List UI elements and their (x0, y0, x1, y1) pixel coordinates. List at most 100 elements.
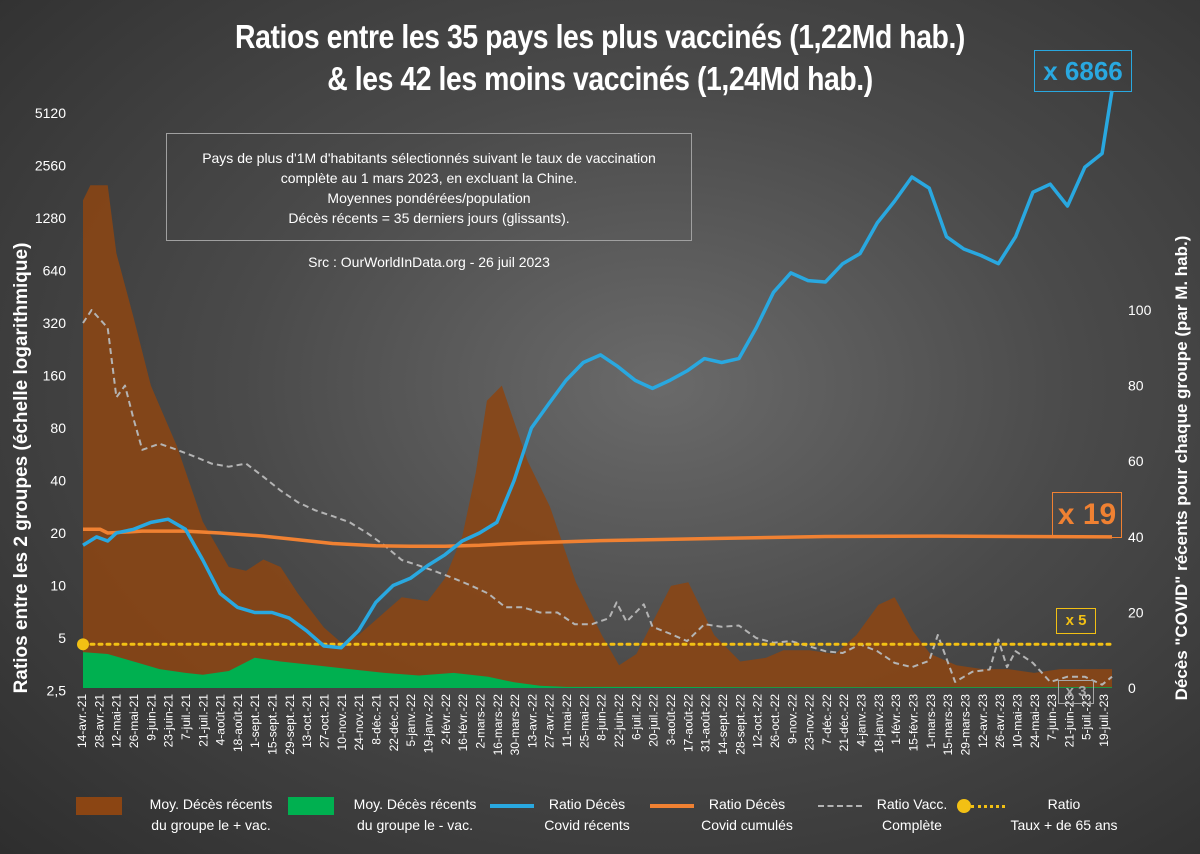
x-tick-label: 9-nov.-22 (785, 694, 799, 744)
note-line-1: Pays de plus d'1M d'habitants sélectionn… (202, 150, 656, 166)
y-tick-left-label: 80 (50, 420, 66, 436)
x-tick-label: 15-mars-23 (941, 694, 955, 756)
x-tick-label: 13-avr.-22 (525, 694, 539, 748)
x-tick-label: 21-juil.-21 (196, 694, 210, 747)
x-tick-label: 7-déc.-22 (820, 694, 834, 745)
y-tick-left-label: 1280 (35, 210, 66, 226)
x-tick-label: 8-déc.-21 (370, 694, 384, 745)
y-tick-right-label: 60 (1128, 453, 1144, 469)
legend-label-deaths-least-vacc-2: du groupe le - vac. (357, 817, 473, 833)
y-tick-left-label: 2,5 (47, 683, 67, 699)
legend-item-ratio-65: Ratio Taux + de 65 ans (955, 794, 1140, 836)
x-tick-label: 21-déc.-22 (837, 694, 851, 752)
line-ratio-cumul (83, 527, 1113, 548)
x-tick-label: 18-janv.-23 (872, 694, 886, 753)
x-tick-label: 12-avr.-23 (976, 694, 990, 748)
x-tick-label: 13-oct.-21 (300, 694, 314, 748)
x-tick-label: 26-avr.-23 (993, 694, 1007, 748)
y-tick-left-label: 5 (58, 630, 66, 646)
legend-label-ratio-cumul-1: Ratio Décès (708, 796, 786, 812)
x-tick-label: 24-nov.-21 (352, 694, 366, 751)
x-tick-label: 12-mai-21 (110, 694, 124, 748)
legend-item-ratio-cumul: Ratio Décès Covid cumulés (650, 794, 820, 836)
note-line-4: Décès récents = 35 derniers jours (gliss… (288, 210, 570, 226)
x-tick-label: 15-févr.-23 (907, 694, 921, 752)
y-tick-left-label: 160 (43, 368, 67, 384)
x-tick-label: 29-mars-23 (959, 694, 973, 756)
note-line-2: complète au 1 mars 2023, en excluant la … (280, 170, 578, 186)
legend-swatch-deaths-most-vacc (76, 797, 122, 815)
legend-item-ratio-recent: Ratio Décès Covid récents (490, 794, 660, 836)
legend-label-deaths-most-vacc-2: du groupe le + vac. (151, 817, 271, 833)
x-tick-label: 4-août-21 (214, 694, 228, 746)
x-tick-label: 22-juin-22 (612, 694, 626, 748)
x-tick-label: 24-mai-23 (1028, 694, 1042, 748)
area-deaths-least-vacc (83, 652, 1112, 688)
chart-title-line2: & les 42 les moins vaccinés (1,24Md hab.… (327, 60, 873, 97)
marker-ratio-65-start (77, 638, 89, 651)
area-deaths-most-vacc (83, 185, 1112, 689)
x-tick-label: 26-mai-21 (127, 694, 141, 748)
y-axis-left-label: Ratios entre les 2 groupes (échelle loga… (11, 242, 32, 694)
legend-marker-ratio-65 (957, 799, 971, 813)
x-tick-label: 20-juil.-22 (647, 694, 661, 747)
legend-item-deaths-most-vacc: Moy. Décès récents du groupe le + vac. (40, 794, 290, 836)
x-tick-label: 1-sept.-21 (248, 694, 262, 748)
x-tick-label: 3-août-22 (664, 694, 678, 746)
x-tick-label: 6-juil.-22 (629, 694, 643, 740)
x-tick-label: 26-oct.-22 (768, 694, 782, 748)
legend-label-ratio-vacc-1: Ratio Vacc. (876, 796, 948, 812)
x-tick-label: 28-avr.-21 (92, 694, 106, 748)
x-tick-label: 9-juin-21 (144, 694, 158, 741)
y-tick-left-label: 320 (43, 315, 67, 331)
x-tick-label: 23-nov.-22 (803, 694, 817, 751)
x-tick-label: 1-févr.-23 (889, 694, 903, 745)
legend-item-deaths-least-vacc: Moy. Décès récents du groupe le - vac. (280, 794, 530, 836)
y-tick-right-label: 0 (1128, 680, 1136, 696)
callout-ratio-cumul: x 19 (1052, 492, 1122, 538)
x-tick-label: 12-oct.-22 (751, 694, 765, 748)
legend-line-ratio-65 (971, 805, 1005, 808)
legend-label-ratio-65-2: Taux + de 65 ans (1010, 817, 1118, 833)
x-tick-label: 7-juin-23 (1045, 694, 1059, 741)
note-box: Pays de plus d'1M d'habitants sélectionn… (166, 133, 692, 241)
x-tick-label: 16-févr.-22 (456, 694, 470, 752)
x-tick-label: 15-sept.-21 (266, 694, 280, 755)
y-tick-left-label: 20 (50, 525, 66, 541)
x-tick-label: 22-déc.-21 (387, 694, 401, 752)
x-tick-label: 5-juil.-23 (1080, 694, 1094, 740)
legend-swatch-deaths-least-vacc (288, 797, 334, 815)
x-tick-label: 27-oct.-21 (318, 694, 332, 748)
y-tick-right-label: 20 (1128, 604, 1144, 620)
x-tick-label: 25-mai-22 (577, 694, 591, 748)
x-tick-label: 31-août-22 (699, 694, 713, 752)
legend-label-deaths-most-vacc-1: Moy. Décès récents (149, 796, 273, 812)
legend-label-ratio-recent-1: Ratio Décès (548, 796, 626, 812)
x-tick-label: 8-juin-22 (595, 694, 609, 741)
callout-ratio-vacc: x 3 (1058, 680, 1094, 704)
y-tick-left-label: 5120 (35, 105, 66, 121)
x-tick-label: 7-juil.-21 (179, 694, 193, 740)
line-ratio-recent (82, 90, 1114, 650)
y-tick-left-label: 10 (50, 578, 66, 594)
x-tick-label: 19-janv.-22 (422, 694, 436, 753)
legend-line-ratio-vacc (818, 805, 862, 807)
x-tick-label: 30-mars-22 (508, 694, 522, 756)
x-tick-label: 28-sept.-22 (733, 694, 747, 755)
chart-title-line1: Ratios entre les 35 pays les plus vaccin… (235, 18, 965, 55)
x-tick-label: 21-juin-23 (1062, 694, 1076, 748)
legend-label-deaths-least-vacc-1: Moy. Décès récents (353, 796, 477, 812)
y-tick-left-label: 2560 (35, 158, 66, 174)
legend: Moy. Décès récents du groupe le + vac. M… (0, 794, 1200, 850)
x-tick-label: 5-janv.-22 (404, 694, 418, 747)
line-ratio-vacc (82, 309, 1113, 686)
y-tick-left-label: 640 (43, 263, 67, 279)
y-axis-right-label: Décès "COVID" récents pour chaque groupe… (1172, 235, 1191, 701)
legend-line-ratio-cumul (650, 804, 694, 808)
note-line-3: Moyennes pondérées/population (327, 190, 531, 206)
y-tick-right-label: 40 (1128, 529, 1144, 545)
legend-label-ratio-vacc-2: Complète (882, 817, 942, 833)
legend-label-ratio-cumul-2: Covid cumulés (701, 817, 793, 833)
x-tick-label: 29-sept.-21 (283, 694, 297, 755)
